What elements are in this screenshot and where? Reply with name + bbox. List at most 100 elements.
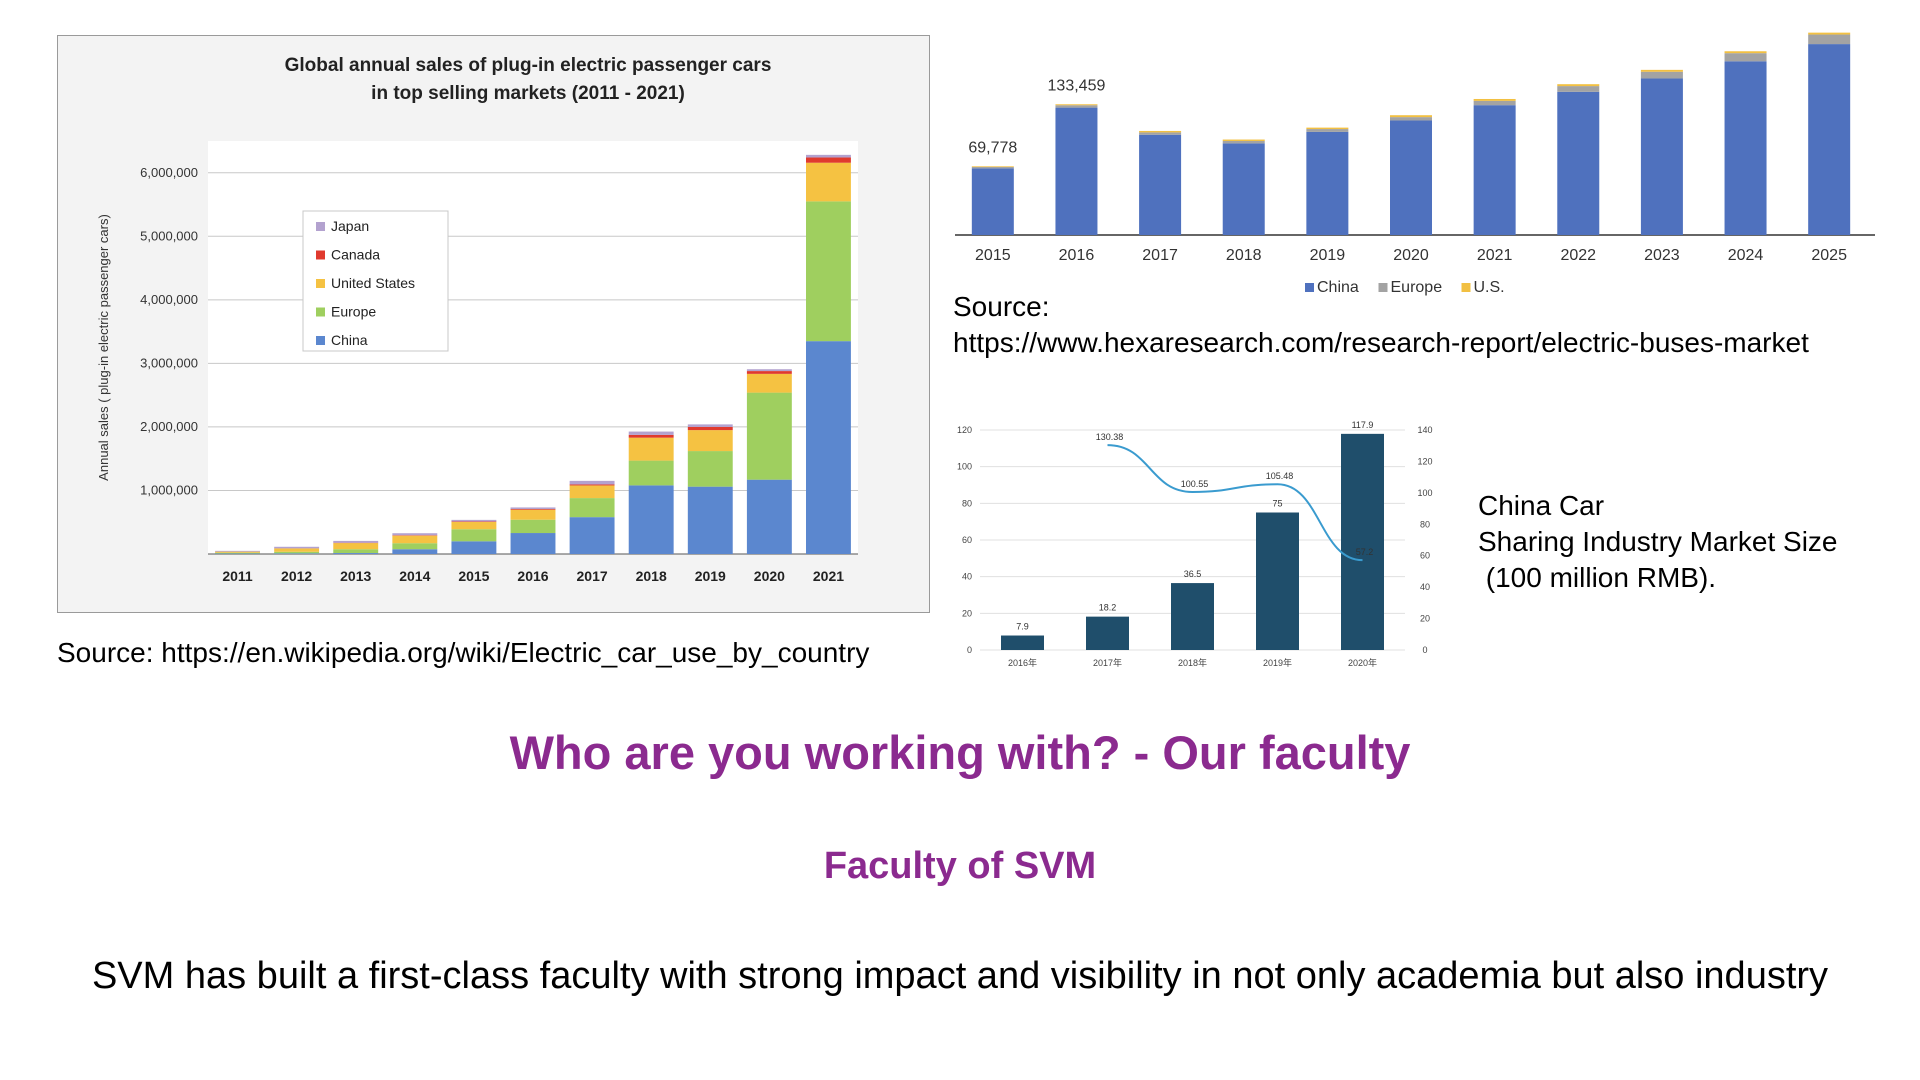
y-axis-label: Annual sales ( plug-in electric passenge… <box>96 214 111 481</box>
bar-europe-2017 <box>569 498 615 518</box>
bar-china-2022 <box>1557 91 1600 236</box>
bar-japan-2017 <box>569 480 615 485</box>
legend-swatch-europe <box>316 307 325 317</box>
bar-europe-2014 <box>392 543 438 550</box>
bar-china-2019 <box>687 486 733 554</box>
line-data-label: 100.55 <box>1181 479 1209 489</box>
bar-0 <box>1001 635 1044 650</box>
left-tick-label: 20 <box>962 608 972 618</box>
line-data-label: 57.2 <box>1356 547 1374 557</box>
ev-sales-chart: Global annual sales of plug-in electric … <box>57 35 930 613</box>
bar-u-s-2015 <box>971 166 1014 167</box>
car-sharing-chart: 0 20 40 60 80 100 120 0 20 40 60 80 100 120 140 7.9 2016… <box>950 410 1450 675</box>
caption-line-3: (100 million RMB). <box>1478 562 1717 593</box>
bar-japan-2014 <box>392 533 438 536</box>
bar-europe-2022 <box>1557 86 1600 92</box>
slide-subtitle: Faculty of SVM <box>823 845 1097 887</box>
left-tick-label: 40 <box>962 572 972 582</box>
line-data-label: 130.38 <box>1096 432 1124 442</box>
x-tick-label: 2018 <box>1226 247 1262 264</box>
bar-china-2025 <box>1808 44 1851 235</box>
bar-china-2021 <box>806 341 851 554</box>
bar-data-label: 75 <box>1272 499 1282 509</box>
bar-japan-2016 <box>510 507 556 510</box>
left-tick-label: 60 <box>962 535 972 545</box>
y-tick-label: 5,000,000 <box>140 228 198 243</box>
bar-europe-2015 <box>451 529 497 542</box>
legend-label-canada: Canada <box>331 247 380 263</box>
bar-united-states-2012 <box>274 548 320 552</box>
bar-2 <box>1171 583 1214 650</box>
x-tick-label: 2021 <box>1477 247 1513 264</box>
bar-united-states-2013 <box>333 543 379 550</box>
bar-u-s-2017 <box>1139 130 1182 133</box>
electric-buses-chart-svg: 2015 69,778 2016 133,459 2017 2018 2019 2020 202… <box>955 32 1875 296</box>
data-label: 69,778 <box>968 139 1017 156</box>
x-tick-label: 2016 <box>1059 247 1095 264</box>
bar-europe-2023 <box>1640 71 1683 79</box>
legend-swatch-europe <box>1378 283 1388 292</box>
bar-data-label: 7.9 <box>1016 622 1029 632</box>
right-tick-label: 20 <box>1420 614 1430 624</box>
x-tick-label: 2018年 <box>1178 657 1207 668</box>
right-tick-label: 100 <box>1417 488 1432 498</box>
bar-europe-2019 <box>1306 129 1349 132</box>
x-tick-label: 2012 <box>281 568 312 584</box>
bar-japan-2013 <box>333 540 379 543</box>
bar-japan-2011 <box>215 550 260 552</box>
legend-swatch-u-s <box>1461 283 1471 292</box>
bar-china-2024 <box>1724 61 1767 235</box>
bar-canada-2020 <box>746 371 792 374</box>
bar-europe-2012 <box>274 551 320 554</box>
legend-label-china: China <box>1317 279 1359 296</box>
bar-china-2020 <box>1390 120 1432 235</box>
bar-canada-2021 <box>806 157 851 163</box>
bar-u-s-2016 <box>1055 104 1098 106</box>
legend-label-united-states: United States <box>331 275 415 291</box>
legend-label-europe: Europe <box>1391 279 1443 296</box>
bar-data-label: 36.5 <box>1184 569 1202 579</box>
x-tick-label: 2019 <box>1310 247 1346 264</box>
bar-japan-2018 <box>628 431 674 435</box>
bar-u-s-2018 <box>1222 139 1265 141</box>
bar-china-2017 <box>569 517 615 554</box>
bar-europe-2017 <box>1139 132 1182 135</box>
bar-europe-2015 <box>971 166 1014 169</box>
bar-united-states-2021 <box>806 162 851 202</box>
x-tick-label: 2021 <box>813 568 844 584</box>
line-series <box>1107 444 1363 562</box>
bar-4 <box>1341 433 1384 650</box>
bar-japan-2015 <box>451 519 497 522</box>
right-tick-label: 60 <box>1420 551 1430 561</box>
x-tick-label: 2024 <box>1728 247 1764 264</box>
legend-swatch-canada <box>316 250 325 260</box>
x-tick-label: 2017 <box>577 568 608 584</box>
left-tick-label: 120 <box>957 425 972 435</box>
x-tick-label: 2018 <box>636 568 667 584</box>
right-tick-label: 120 <box>1417 456 1432 466</box>
x-tick-label: 2015 <box>975 247 1011 264</box>
legend-label-china: China <box>331 332 368 348</box>
bar-japan-2019 <box>687 424 733 427</box>
x-tick-label: 2017 <box>1142 247 1178 264</box>
y-tick-label: 1,000,000 <box>140 482 198 497</box>
bar-europe-2016 <box>1055 105 1098 108</box>
x-tick-label: 2020 <box>754 568 785 584</box>
right-tick-label: 80 <box>1420 519 1430 529</box>
car-sharing-caption: China Car Sharing Industry Market Size (… <box>1478 488 1898 596</box>
bar-china-2017 <box>1139 134 1182 235</box>
slide-body-text: SVM has built a first-class faculty with… <box>91 955 1829 997</box>
bar-europe-2016 <box>510 519 556 534</box>
left-tick-label: 80 <box>962 498 972 508</box>
legend-swatch-japan <box>316 222 325 231</box>
bar-data-label: 18.2 <box>1099 603 1117 613</box>
bar-china-2019 <box>1306 131 1349 235</box>
bar-united-states-2014 <box>392 535 438 544</box>
right-tick-label: 40 <box>1420 582 1430 592</box>
x-tick-label: 2014 <box>399 568 430 584</box>
bar-united-states-2015 <box>451 521 497 530</box>
bar-china-2013 <box>333 553 379 554</box>
bar-united-states-2011 <box>215 551 260 553</box>
bar-united-states-2016 <box>510 509 556 520</box>
bar-canada-2019 <box>687 426 733 431</box>
